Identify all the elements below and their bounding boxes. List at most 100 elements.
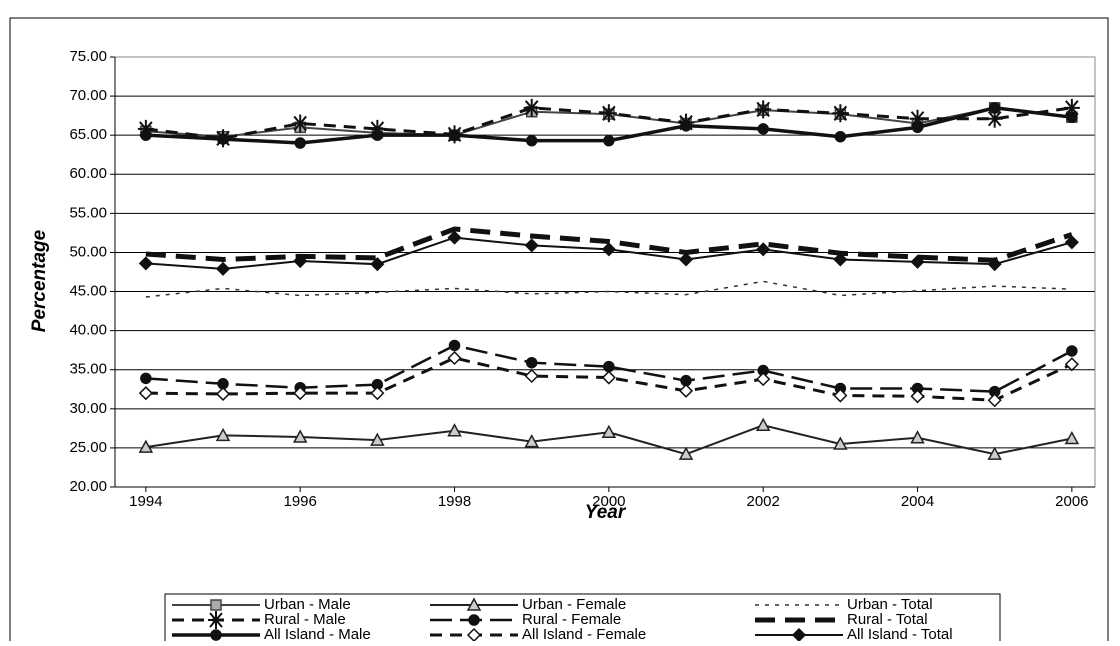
marker — [834, 130, 847, 143]
marker — [137, 119, 154, 138]
marker — [293, 386, 308, 401]
marker — [215, 261, 231, 276]
marker — [756, 242, 771, 257]
marker — [140, 129, 152, 141]
y-tick-label: 50.00 — [69, 243, 107, 260]
marker — [138, 256, 153, 271]
legend-marker — [210, 629, 222, 641]
marker — [678, 252, 694, 267]
y-tick-label: 45.00 — [69, 283, 107, 300]
marker — [369, 119, 386, 138]
marker — [447, 350, 462, 366]
legend-label: Urban - Female — [522, 596, 626, 613]
legend-label: Urban - Total — [847, 596, 933, 613]
y-tick-label: 35.00 — [69, 361, 107, 378]
x-tick-label: 2006 — [1055, 493, 1088, 510]
marker — [448, 129, 461, 141]
marker — [138, 439, 154, 453]
x-tick-label: 2000 — [592, 493, 625, 510]
chart-frame — [9, 17, 1109, 646]
y-axis-title: Percentage — [29, 229, 50, 332]
marker — [370, 432, 385, 446]
marker — [523, 98, 540, 117]
marker — [910, 430, 925, 444]
legend-box — [164, 593, 1001, 646]
marker — [292, 429, 308, 443]
legend-label: Rural - Female — [522, 611, 621, 628]
marker — [755, 100, 772, 119]
y-tick-label: 60.00 — [69, 165, 107, 182]
marker — [757, 123, 769, 135]
marker — [603, 360, 615, 373]
marker — [680, 120, 692, 132]
marker — [1066, 111, 1078, 123]
marker — [524, 238, 539, 253]
marker — [987, 393, 1002, 408]
marker — [1063, 98, 1080, 117]
marker — [1066, 345, 1078, 357]
marker — [833, 388, 848, 403]
marker — [986, 109, 1003, 128]
marker — [678, 383, 694, 398]
marker — [601, 242, 616, 257]
marker — [911, 121, 924, 134]
x-tick-label: 1998 — [438, 493, 471, 510]
legend-marker — [468, 614, 480, 626]
marker — [1064, 357, 1079, 372]
marker — [293, 253, 308, 269]
marker — [910, 389, 925, 404]
marker — [987, 446, 1002, 460]
marker — [447, 423, 462, 437]
y-tick-label: 75.00 — [69, 48, 107, 65]
marker — [525, 134, 538, 147]
legend-label: All Island - Female — [522, 626, 646, 641]
legend-label: Rural - Male — [264, 611, 346, 628]
y-tick-label: 25.00 — [69, 439, 107, 456]
marker — [525, 356, 538, 369]
marker — [833, 252, 848, 267]
y-tick-label: 55.00 — [69, 204, 107, 221]
marker — [448, 339, 461, 352]
marker — [600, 104, 617, 123]
marker — [601, 424, 617, 439]
legend-label: All Island - Male — [264, 626, 371, 641]
marker — [832, 104, 849, 123]
legend-marker — [208, 611, 224, 629]
marker — [294, 137, 306, 149]
marker — [370, 386, 385, 401]
marker — [292, 114, 309, 133]
y-tick-label: 70.00 — [69, 87, 107, 104]
legend-label: All Island - Total — [847, 626, 953, 641]
y-tick-label: 65.00 — [69, 126, 107, 143]
legend-marker — [466, 597, 482, 611]
marker — [215, 427, 231, 442]
legend-marker — [210, 599, 222, 611]
y-tick-label: 40.00 — [69, 322, 107, 339]
x-axis-title: Year — [585, 502, 627, 523]
marker — [524, 368, 539, 384]
marker — [370, 257, 385, 272]
marker — [987, 257, 1002, 272]
marker — [215, 386, 231, 402]
marker — [1064, 430, 1080, 445]
x-tick-label: 2002 — [747, 493, 780, 510]
marker — [371, 129, 384, 141]
legend-label: Rural - Total — [847, 611, 928, 628]
marker — [833, 436, 848, 450]
x-tick-label: 1994 — [129, 493, 162, 510]
legend-label: Urban - Male — [264, 596, 351, 613]
marker — [909, 109, 926, 128]
x-tick-label: 2004 — [901, 493, 934, 510]
marker — [603, 134, 615, 147]
marker — [910, 254, 925, 269]
x-tick-label: 1996 — [284, 493, 317, 510]
marker — [138, 386, 153, 401]
marker — [217, 133, 229, 145]
marker — [447, 230, 462, 245]
marker — [755, 417, 771, 431]
marker — [601, 370, 616, 385]
y-tick-label: 20.00 — [69, 478, 107, 495]
y-tick-label: 30.00 — [69, 400, 107, 417]
